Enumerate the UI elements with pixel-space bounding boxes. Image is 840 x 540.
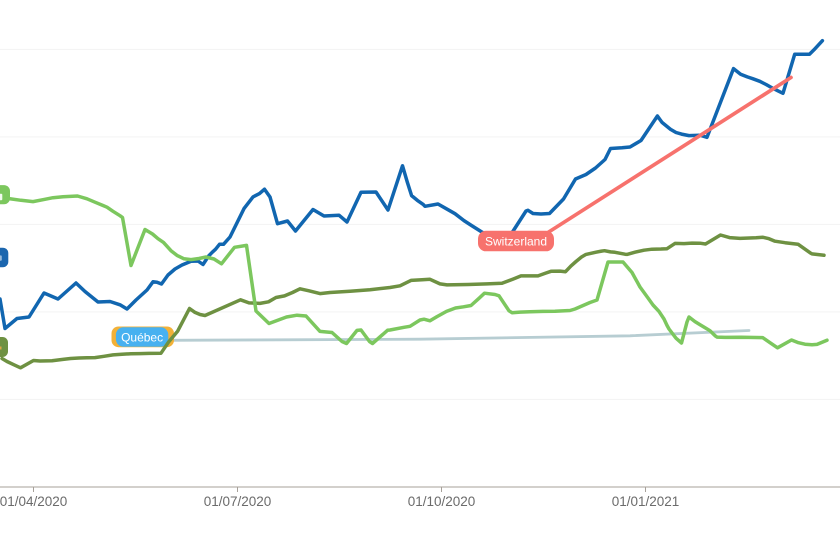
svg-text:01/04/2020: 01/04/2020 [0, 494, 67, 509]
svg-text:Québec: Québec [121, 330, 163, 344]
svg-text:01/10/2020: 01/10/2020 [408, 494, 476, 509]
svg-text:01/01/2021: 01/01/2021 [612, 494, 680, 509]
svg-text:01/07/2020: 01/07/2020 [204, 494, 272, 509]
svg-text:Switzerland: Switzerland [485, 235, 547, 249]
